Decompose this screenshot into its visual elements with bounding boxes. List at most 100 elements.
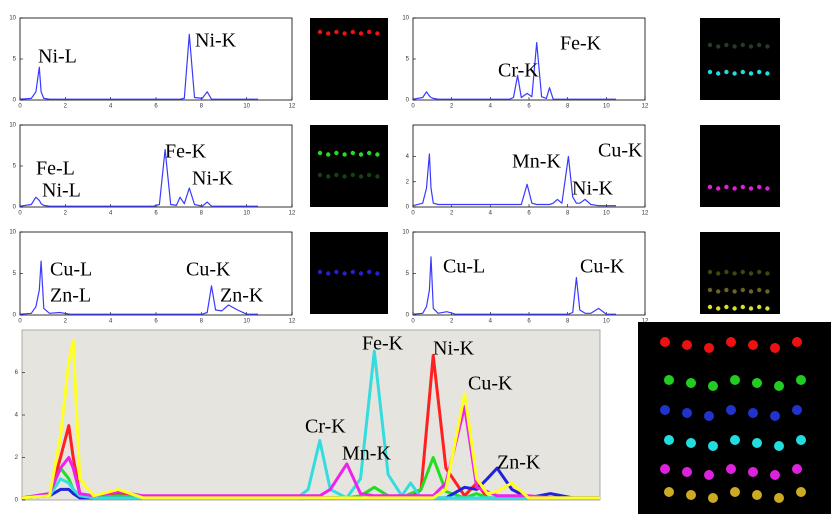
map-dot: [716, 289, 720, 293]
map-dot: [741, 43, 745, 47]
peak-label: Cu-K: [468, 373, 513, 395]
x-tick-label: 2: [450, 211, 454, 217]
x-tick-label: 6: [154, 319, 158, 325]
map-dot: [342, 271, 346, 275]
map-dot: [318, 151, 322, 155]
map-dot: [757, 185, 761, 189]
map-dot: [749, 289, 753, 293]
peak-label: Mn-K: [512, 151, 561, 173]
map-dot: [351, 270, 355, 274]
map-dot: [741, 185, 745, 189]
peak-label: Cu-K: [580, 256, 625, 278]
x-tick-label: 12: [289, 104, 296, 110]
map-dot: [732, 71, 736, 75]
peak-label: Ni-K: [572, 178, 614, 200]
peak-label: Ni-K: [433, 338, 475, 360]
x-tick-label: 6: [527, 211, 531, 217]
peak-label: Zn-K: [220, 285, 264, 307]
y-tick-label: 5: [13, 271, 17, 277]
map-dot: [741, 70, 745, 74]
x-tick-label: 10: [243, 211, 250, 217]
map-dot: [375, 174, 379, 178]
map-dot: [765, 306, 769, 310]
map-dot: [732, 289, 736, 293]
map-dot: [724, 288, 728, 292]
y-tick-label: 2: [406, 179, 410, 185]
map-dot: [359, 174, 363, 178]
map-dot: [367, 30, 371, 34]
map-dot: [326, 174, 330, 178]
map-dot: [334, 151, 338, 155]
x-tick-label: 10: [603, 104, 610, 110]
map-dot: [359, 271, 363, 275]
map-dot: [748, 408, 758, 418]
map-dot: [686, 490, 696, 500]
peak-label: Fe-K: [362, 333, 404, 355]
map-image: [310, 125, 388, 207]
peak-label: Cr-K: [305, 416, 346, 438]
map-dot: [765, 44, 769, 48]
x-tick-label: 6: [154, 104, 158, 110]
y-tick-label: 10: [402, 230, 409, 236]
map-dot: [326, 271, 330, 275]
peak-label: Mn-K: [342, 443, 391, 465]
map-image: [638, 322, 831, 514]
map-dot: [375, 152, 379, 156]
map-dot: [375, 31, 379, 35]
x-tick-label: 8: [200, 104, 204, 110]
peak-label: Zn-K: [497, 452, 541, 474]
map-dot: [732, 306, 736, 310]
map-dot: [716, 44, 720, 48]
figure: 0 2 4 6 8 10 12 0 5 10 Ni-L Ni-K 0 2 4 6 8 10 12 0 5 10 Cr-K Fe…: [0, 0, 831, 514]
map-dot: [318, 30, 322, 34]
map-dot: [708, 288, 712, 292]
y-tick-label: 5: [406, 271, 410, 277]
map-dot: [708, 270, 712, 274]
map-dot: [716, 186, 720, 190]
x-tick-label: 0: [411, 319, 415, 325]
map-dot: [375, 271, 379, 275]
map-dot: [752, 490, 762, 500]
y-tick-label: 0: [406, 313, 410, 319]
x-tick-label: 0: [18, 104, 22, 110]
y-tick-label: 0: [13, 98, 17, 104]
map-dot: [748, 340, 758, 350]
map-dot: [732, 271, 736, 275]
map-dot: [686, 438, 696, 448]
map-dot: [342, 152, 346, 156]
x-tick-label: 0: [18, 211, 22, 217]
map-image: [700, 125, 780, 207]
x-tick-label: 12: [642, 104, 649, 110]
y-tick-label: 4: [15, 413, 19, 419]
map-dot: [708, 43, 712, 47]
x-tick-label: 4: [109, 319, 113, 325]
map-dot: [724, 43, 728, 47]
map-dot: [326, 152, 330, 156]
map-dot: [752, 438, 762, 448]
map-dot: [664, 435, 674, 445]
map-dot: [682, 340, 692, 350]
map-dot: [796, 487, 806, 497]
map-dot: [770, 343, 780, 353]
y-tick-label: 5: [13, 57, 17, 63]
map-dot: [359, 31, 363, 35]
x-tick-label: 10: [603, 319, 610, 325]
peak-label: Ni-L: [42, 180, 81, 202]
map-dot: [318, 270, 322, 274]
x-tick-label: 8: [566, 319, 570, 325]
map-dot: [704, 411, 714, 421]
map-dot: [749, 44, 753, 48]
map-dot: [749, 271, 753, 275]
map-dot: [708, 70, 712, 74]
map-dot: [748, 467, 758, 477]
map-dot: [741, 270, 745, 274]
x-tick-label: 10: [243, 319, 250, 325]
x-tick-label: 0: [18, 319, 22, 325]
map-dot: [730, 375, 740, 385]
x-tick-label: 8: [200, 319, 204, 325]
map-dot: [367, 270, 371, 274]
x-tick-label: 2: [450, 319, 454, 325]
peak-label: Ni-L: [38, 46, 77, 68]
map-image: [310, 18, 388, 100]
map-dot: [774, 381, 784, 391]
